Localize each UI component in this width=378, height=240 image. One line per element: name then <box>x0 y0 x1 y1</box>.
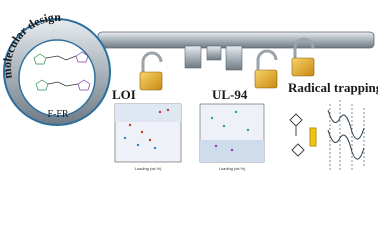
graphic: molecular design F-FR LOI UL-94 Radical … <box>0 10 378 171</box>
panel-title: LOI <box>112 87 136 102</box>
loi-chart: Loading (wt.%) <box>114 103 182 171</box>
key <box>3 18 375 126</box>
x-axis-label: Loading (wt.%) <box>135 166 162 171</box>
radical-diagram <box>289 100 365 170</box>
padlocks <box>139 37 315 91</box>
panel-title: UL-94 <box>212 87 248 102</box>
x-axis-label: Loading (wt.%) <box>219 166 246 171</box>
ul94-chart: Loading (wt.%) <box>199 103 265 171</box>
molecule <box>33 51 91 91</box>
compound-label: F-FR <box>47 109 68 120</box>
panel-title: Radical trapping <box>288 80 378 95</box>
